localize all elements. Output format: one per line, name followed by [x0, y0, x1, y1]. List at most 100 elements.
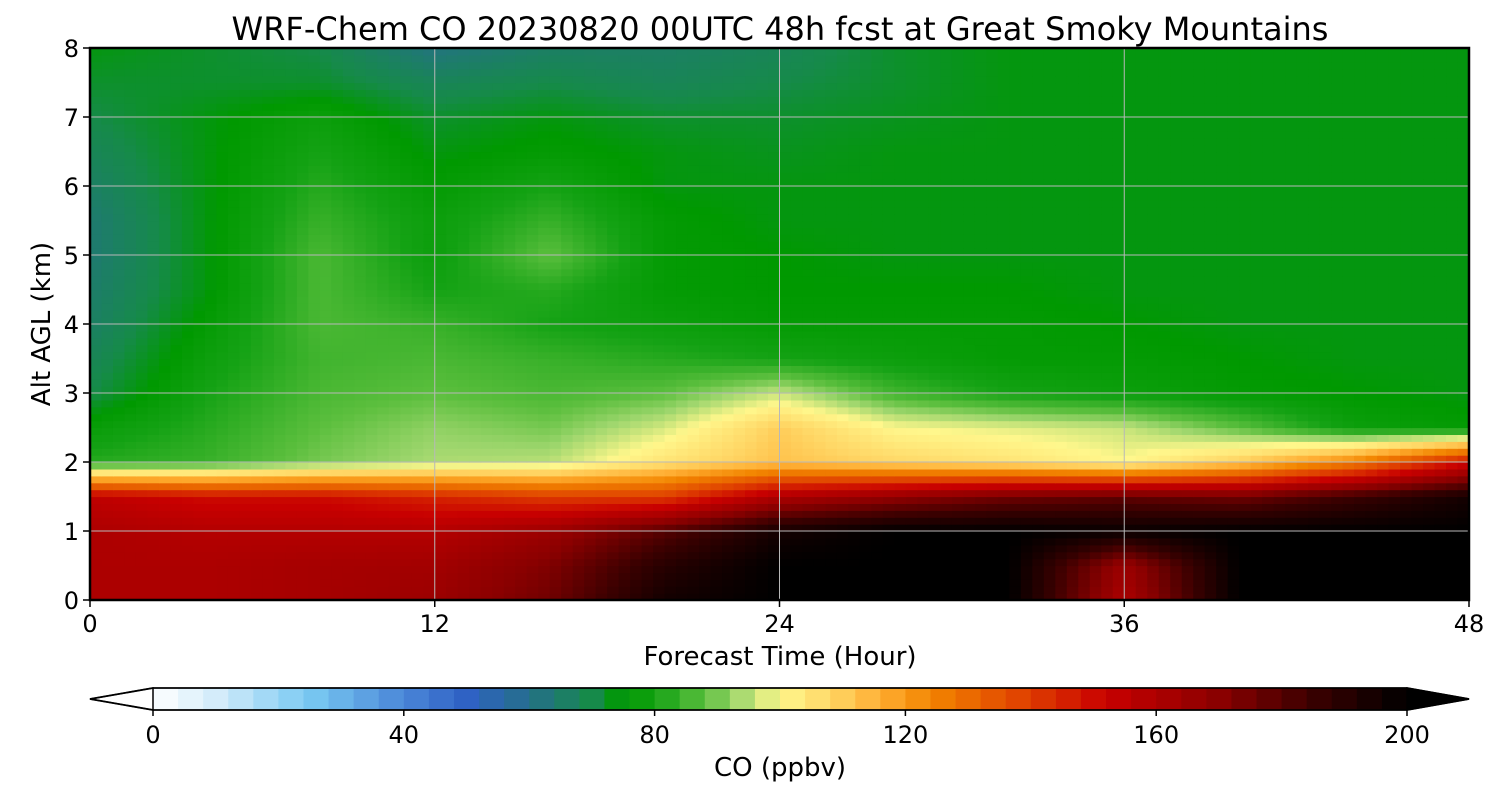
- heatmap-cell: [951, 489, 964, 498]
- heatmap-cell: [963, 337, 976, 346]
- heatmap-cell: [664, 586, 677, 594]
- heatmap-cell: [457, 544, 470, 553]
- heatmap-cell: [756, 503, 769, 511]
- heatmap-cell: [204, 330, 218, 339]
- heatmap-cell: [963, 468, 976, 477]
- heatmap-cell: [446, 330, 459, 339]
- heatmap-cell: [618, 386, 631, 394]
- heatmap-cell: [193, 455, 206, 463]
- heatmap-cell: [515, 544, 528, 553]
- heatmap-cell: [1216, 441, 1229, 449]
- heatmap-cell: [446, 531, 459, 539]
- heatmap-cell: [365, 544, 378, 553]
- heatmap-cell: [1101, 330, 1114, 339]
- heatmap-cell: [1112, 386, 1125, 394]
- heatmap-cell: [607, 427, 620, 435]
- heatmap-cell: [997, 351, 1010, 360]
- heatmap-cell: [745, 372, 758, 380]
- heatmap-cell: [1434, 572, 1447, 580]
- heatmap-cell: [1227, 427, 1240, 435]
- heatmap-cell: [1423, 365, 1436, 373]
- heatmap-cell: [997, 524, 1010, 532]
- heatmap-cell: [492, 365, 505, 373]
- heatmap-cell: [101, 558, 114, 567]
- heatmap-cell: [216, 544, 229, 553]
- heatmap-cell: [699, 393, 712, 401]
- heatmap-cell: [1135, 517, 1148, 525]
- heatmap-cell: [204, 413, 218, 422]
- heatmap-cell: [227, 462, 240, 470]
- heatmap-cell: [894, 324, 907, 332]
- heatmap-cell: [1181, 379, 1194, 387]
- heatmap-cell: [457, 586, 470, 594]
- heatmap-cell: [1377, 558, 1390, 567]
- heatmap-cell: [1354, 386, 1367, 394]
- heatmap-cell: [273, 524, 286, 532]
- heatmap-cell: [1308, 386, 1321, 394]
- heatmap-cell: [1089, 517, 1102, 525]
- heatmap-cell: [1411, 351, 1424, 360]
- heatmap-cell: [584, 399, 597, 408]
- heatmap-cell: [1423, 517, 1436, 525]
- heatmap-cell: [768, 434, 781, 442]
- heatmap-cell: [1009, 537, 1022, 546]
- heatmap-cell: [1308, 551, 1321, 560]
- heatmap-cell: [584, 531, 597, 539]
- heatmap-cell: [1009, 517, 1022, 525]
- heatmap-cell: [607, 482, 620, 491]
- heatmap-cell: [905, 372, 918, 380]
- heatmap-cell: [687, 413, 700, 422]
- heatmap-cell: [1078, 413, 1091, 422]
- heatmap-cell: [882, 524, 896, 532]
- heatmap-cell: [1066, 558, 1079, 567]
- heatmap-cell: [572, 531, 585, 539]
- heatmap-cell: [170, 544, 183, 553]
- heatmap-cell: [1112, 399, 1125, 408]
- heatmap-cell: [722, 324, 735, 332]
- heatmap-cell: [526, 517, 539, 525]
- heatmap-cell: [515, 427, 528, 435]
- heatmap-cell: [1124, 586, 1137, 594]
- heatmap-cell: [859, 317, 873, 325]
- heatmap-cell: [1216, 406, 1229, 415]
- heatmap-cell: [549, 475, 562, 484]
- heatmap-cell: [1181, 455, 1194, 463]
- heatmap-cell: [917, 503, 930, 511]
- heatmap-cell: [400, 399, 413, 408]
- heatmap-cell: [457, 420, 470, 429]
- heatmap-cell: [1089, 593, 1102, 601]
- heatmap-cell: [365, 565, 378, 573]
- heatmap-cell: [515, 537, 528, 546]
- heatmap-cell: [745, 448, 758, 456]
- heatmap-cell: [1043, 544, 1056, 553]
- heatmap-cell: [1457, 434, 1470, 442]
- heatmap-cell: [894, 544, 907, 553]
- heatmap-cell: [1319, 586, 1332, 594]
- heatmap-cell: [365, 462, 378, 470]
- heatmap-cell: [285, 531, 298, 539]
- heatmap-cell: [1181, 434, 1194, 442]
- heatmap-cell: [377, 413, 390, 422]
- heatmap-cell: [1227, 386, 1240, 394]
- heatmap-cell: [974, 586, 987, 594]
- heatmap-cell: [285, 434, 298, 442]
- heatmap-cell: [802, 337, 815, 346]
- heatmap-cell: [331, 386, 344, 394]
- heatmap-cell: [1434, 317, 1447, 325]
- heatmap-cell: [618, 337, 631, 346]
- heatmap-cell: [733, 462, 746, 470]
- heatmap-cell: [1020, 393, 1033, 401]
- heatmap-cell: [974, 344, 987, 353]
- heatmap-cell: [584, 475, 597, 484]
- heatmap-cell: [342, 468, 355, 477]
- heatmap-cell: [296, 503, 309, 511]
- heatmap-cell: [158, 420, 172, 429]
- heatmap-cell: [1170, 537, 1183, 546]
- heatmap-cell: [112, 434, 126, 442]
- heatmap-cell: [446, 586, 459, 594]
- heatmap-cell: [503, 441, 516, 449]
- heatmap-cell: [1331, 462, 1344, 470]
- heatmap-cell: [342, 441, 355, 449]
- heatmap-cell: [1342, 358, 1355, 366]
- heatmap-cell: [308, 482, 321, 491]
